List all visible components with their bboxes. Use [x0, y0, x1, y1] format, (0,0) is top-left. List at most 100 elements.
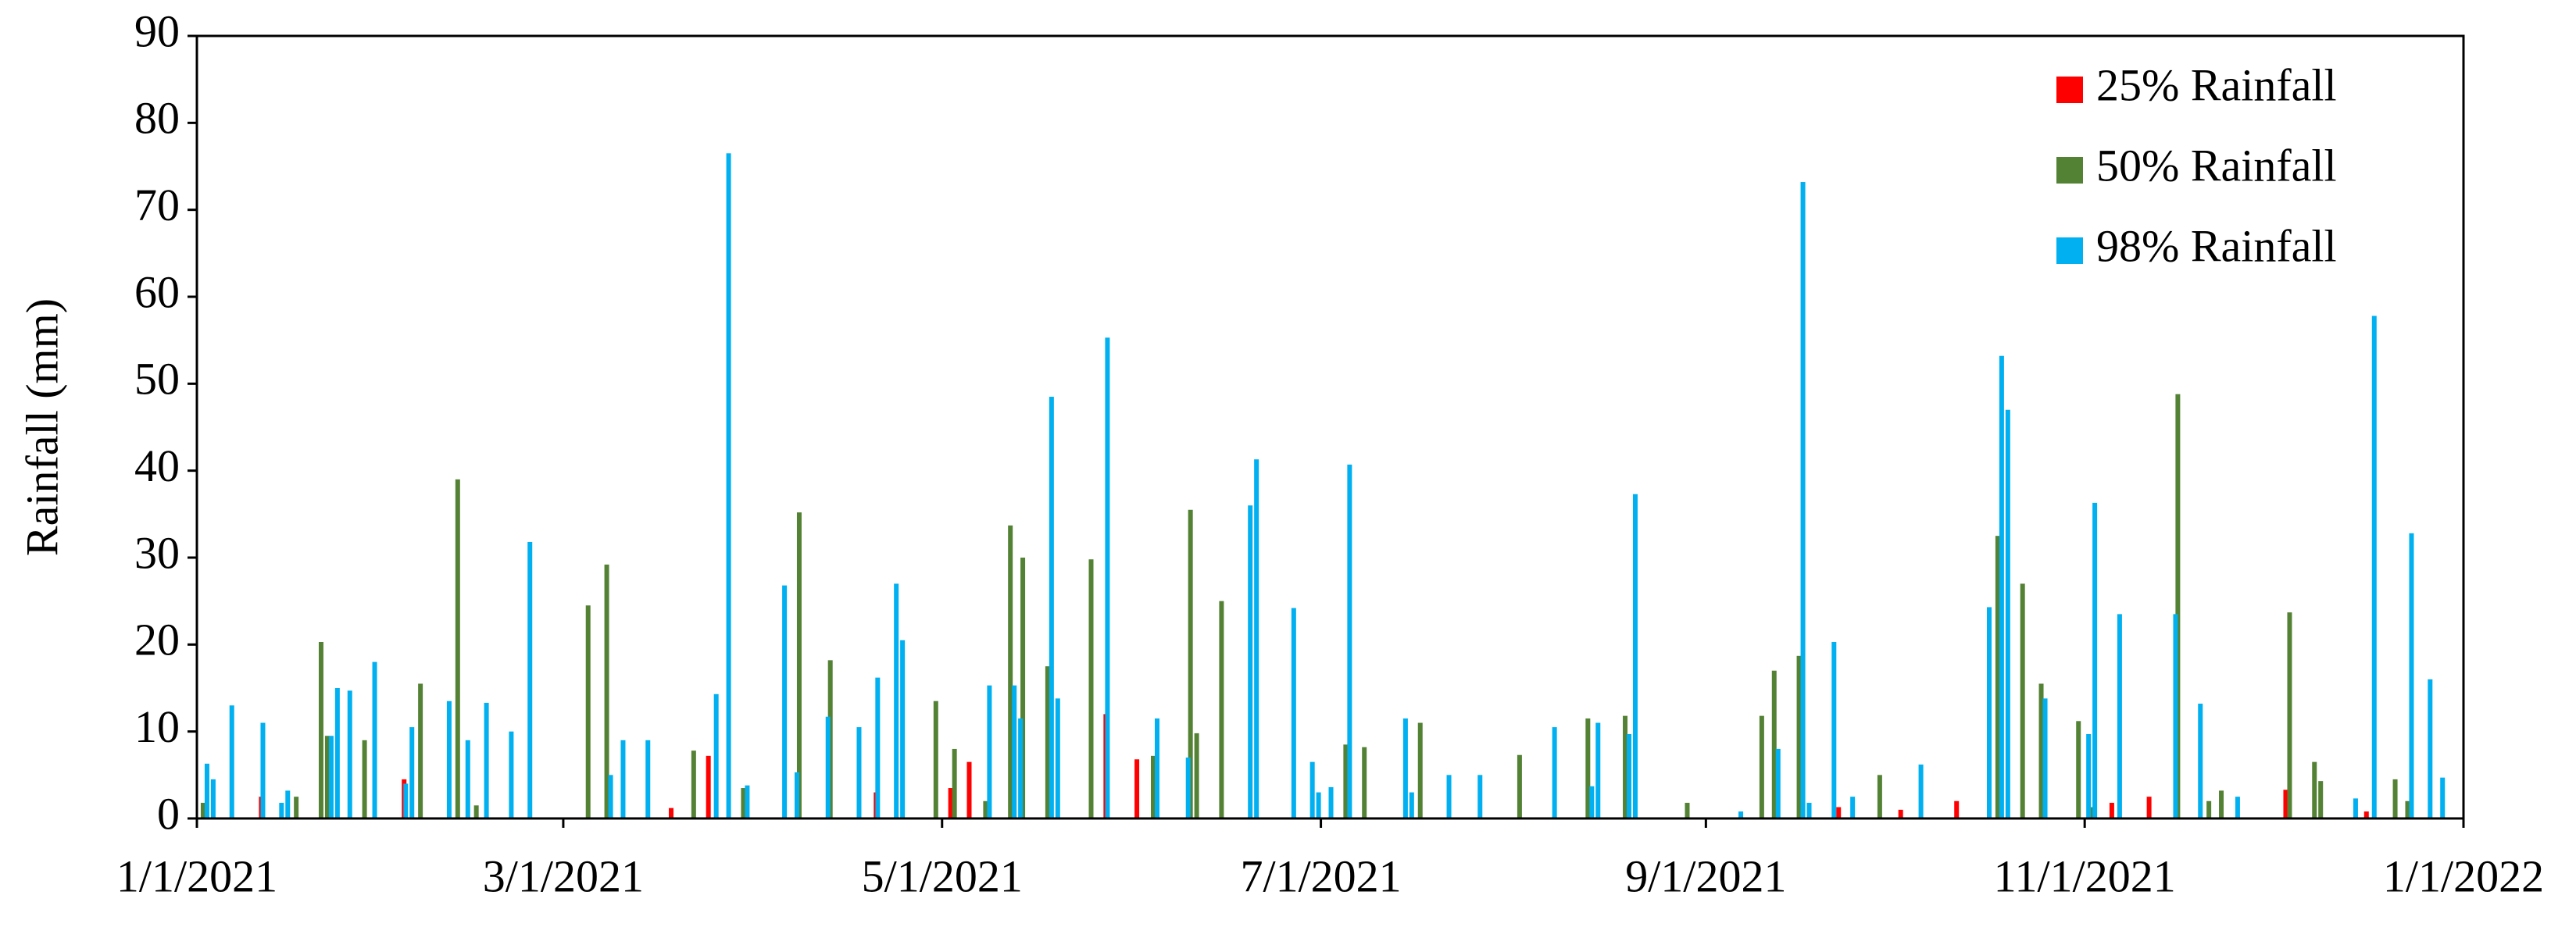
- bar: [894, 583, 899, 818]
- y-tick-label: 20: [134, 615, 180, 665]
- bar: [1291, 608, 1296, 818]
- bar: [465, 740, 470, 818]
- bar: [983, 800, 988, 818]
- bar: [2312, 761, 2317, 818]
- bar: [204, 763, 209, 818]
- bar: [2283, 790, 2288, 818]
- bar: [1877, 775, 1882, 818]
- bar: [1134, 759, 1140, 818]
- bar: [1018, 718, 1024, 818]
- bar: [2175, 394, 2181, 818]
- bar: [2076, 721, 2081, 818]
- bar: [1850, 797, 1856, 818]
- bar: [455, 479, 460, 818]
- bar: [210, 779, 216, 818]
- bar: [334, 688, 340, 818]
- bar: [2206, 800, 2212, 818]
- bar: [2038, 683, 2044, 818]
- bar: [473, 805, 479, 818]
- legend-label: 25% Rainfall: [2096, 59, 2337, 110]
- bar: [1105, 337, 1110, 818]
- bar: [1589, 786, 1595, 818]
- bar: [2117, 614, 2122, 818]
- y-tick-label: 0: [157, 788, 180, 839]
- bar: [2318, 781, 2324, 818]
- x-tick-label: 1/1/2022: [2383, 850, 2544, 901]
- bar: [1477, 775, 1483, 818]
- bar: [2409, 533, 2414, 818]
- bar: [875, 677, 881, 818]
- legend-swatch: [2056, 157, 2083, 184]
- bar: [1898, 809, 1903, 818]
- bar: [1188, 509, 1193, 818]
- bar: [484, 702, 489, 818]
- legend-swatch: [2056, 77, 2083, 103]
- bar: [1316, 792, 1321, 818]
- bar: [1088, 559, 1094, 818]
- bar: [409, 727, 415, 818]
- y-tick-label: 70: [134, 180, 180, 230]
- bar: [1154, 718, 1159, 818]
- bar: [1632, 494, 1638, 818]
- bar: [1049, 397, 1054, 818]
- bar: [782, 585, 788, 818]
- bar: [527, 541, 533, 818]
- bar: [1402, 718, 1408, 818]
- y-tick-label: 10: [134, 701, 180, 752]
- bar: [372, 661, 377, 818]
- bar: [645, 740, 651, 818]
- x-tick-label: 1/1/2021: [116, 850, 277, 901]
- bar: [1595, 722, 1601, 818]
- bar: [745, 785, 750, 818]
- bar: [1012, 685, 1017, 818]
- bar: [347, 690, 352, 818]
- bar: [2092, 502, 2098, 818]
- bar: [1362, 747, 1367, 818]
- bar: [948, 788, 953, 818]
- x-tick-label: 5/1/2021: [862, 850, 1023, 901]
- x-tick-label: 9/1/2021: [1625, 850, 1786, 901]
- bar: [279, 802, 284, 818]
- bar: [795, 772, 800, 818]
- bar: [1045, 666, 1050, 818]
- bar: [1738, 811, 1744, 818]
- bar: [1055, 698, 1060, 818]
- bar: [1954, 800, 1960, 818]
- bar: [1020, 558, 1026, 818]
- bar: [713, 693, 719, 818]
- bar: [294, 797, 299, 818]
- y-tick-label: 60: [134, 266, 180, 317]
- bar: [1248, 505, 1253, 818]
- legend-swatch: [2056, 237, 2083, 264]
- bar: [1918, 764, 1924, 818]
- bar: [1347, 464, 1352, 818]
- y-axis-label: Rainfall (mm): [16, 298, 67, 556]
- bar: [509, 731, 514, 818]
- bar: [608, 775, 613, 818]
- bar: [1800, 182, 1806, 819]
- bar: [796, 512, 802, 818]
- bar: [1328, 786, 1334, 818]
- bar: [2371, 316, 2377, 818]
- bar: [403, 783, 409, 818]
- bar: [2440, 777, 2446, 818]
- bar: [2353, 798, 2358, 818]
- legend-label: 50% Rainfall: [2096, 140, 2337, 191]
- bar: [2287, 612, 2292, 818]
- y-tick-label: 50: [134, 354, 180, 405]
- bar: [1446, 775, 1452, 818]
- bar: [620, 740, 626, 818]
- y-tick-label: 40: [134, 440, 180, 491]
- bar: [1831, 641, 1837, 818]
- bar: [2428, 679, 2433, 818]
- bar: [1806, 802, 1812, 818]
- bar: [1309, 761, 1315, 818]
- bar: [1775, 748, 1781, 818]
- bar: [741, 788, 746, 818]
- bar: [328, 736, 334, 818]
- bar: [1796, 655, 1802, 818]
- bar: [668, 808, 673, 818]
- bar: [1627, 734, 1632, 818]
- bar: [2405, 800, 2410, 818]
